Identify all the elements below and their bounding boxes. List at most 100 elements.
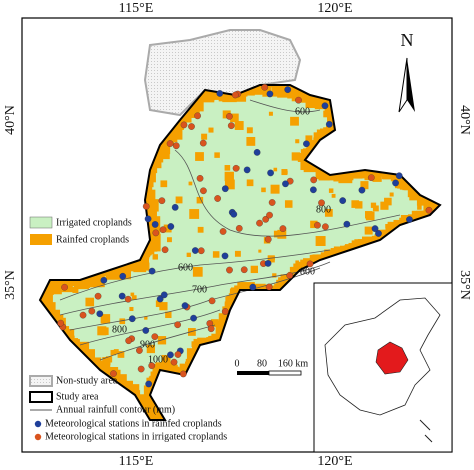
rainfed-patch <box>186 252 191 257</box>
station <box>221 185 229 193</box>
rainfed-patch <box>417 205 422 210</box>
scale-bar <box>237 371 269 375</box>
station <box>194 112 201 120</box>
station <box>207 325 215 333</box>
station <box>57 319 65 327</box>
rainfed-patch <box>284 200 293 208</box>
rainfed-patch <box>262 85 272 97</box>
contour-label: 600 <box>178 262 193 273</box>
rainfed-patch <box>315 236 326 246</box>
station <box>199 139 207 147</box>
north-label: N <box>401 30 414 50</box>
rainfed-patch <box>151 251 155 255</box>
station <box>306 260 314 268</box>
lon-label: 120°E <box>317 454 352 469</box>
station <box>253 149 261 156</box>
station <box>367 174 375 181</box>
contour-label: 800 <box>300 266 315 277</box>
station <box>161 246 169 254</box>
station <box>295 96 302 104</box>
non-study-area <box>143 29 302 117</box>
station <box>219 228 227 235</box>
rainfed-patch <box>258 249 262 253</box>
lat-label: 40°N <box>3 105 18 135</box>
rainfed-patch <box>261 187 266 193</box>
rainfed-patch <box>410 215 418 222</box>
stations <box>57 83 433 388</box>
station <box>148 362 156 370</box>
legend-text: Meteorological stations in irrigated cro… <box>45 431 227 442</box>
station <box>181 302 189 309</box>
contour-label: 1000 <box>148 354 168 365</box>
station <box>174 351 182 358</box>
rainfed-patch <box>270 184 280 194</box>
station <box>249 283 257 291</box>
rainfed-patch <box>364 226 373 235</box>
rainfed-patch <box>224 171 234 182</box>
station <box>152 229 160 237</box>
rainfed-patch <box>153 364 161 371</box>
rainfed-patch <box>85 297 95 307</box>
station <box>160 291 168 299</box>
rainfed-patch <box>72 286 79 293</box>
station <box>266 90 274 98</box>
station <box>118 292 126 300</box>
rainfed-patch <box>331 193 336 198</box>
legend-text: Meteorological stations in rainfed cropl… <box>45 418 222 429</box>
station <box>216 90 224 97</box>
station <box>286 272 294 279</box>
station <box>226 113 233 120</box>
scale-label: 80 <box>257 358 267 369</box>
rainfed-patch <box>103 369 109 374</box>
station <box>232 164 240 172</box>
rainfed-patch <box>196 196 204 204</box>
contour-label: 900 <box>140 339 155 350</box>
station <box>156 295 164 303</box>
rainfed-patch <box>389 192 394 197</box>
rainfed-patch <box>193 93 204 112</box>
rainfed-patch <box>324 208 333 217</box>
station <box>310 186 317 194</box>
station <box>303 140 310 148</box>
rainfed-patch <box>224 165 231 171</box>
station <box>119 272 127 280</box>
station <box>179 370 187 378</box>
station <box>314 221 321 229</box>
station <box>158 197 166 205</box>
station <box>265 283 273 291</box>
lon-label: 115°E <box>119 454 154 469</box>
rainfed-patch <box>225 296 238 306</box>
station <box>282 180 289 188</box>
rainfed-patch <box>119 318 126 325</box>
station <box>142 327 150 334</box>
contour-label: 800 <box>316 204 331 215</box>
rainfed-patch <box>187 352 196 361</box>
station <box>262 215 270 223</box>
rainfed-patch <box>191 341 198 348</box>
station <box>358 186 366 194</box>
lat-label: 35°N <box>3 270 18 300</box>
station <box>136 347 143 354</box>
rainfed-patch <box>175 196 183 204</box>
rainfed-patch <box>246 179 254 187</box>
station <box>137 365 145 373</box>
station <box>318 199 325 207</box>
rainfed-patch <box>212 251 220 258</box>
station <box>190 314 197 322</box>
station <box>79 311 87 319</box>
rainfed-patch <box>230 113 239 123</box>
station <box>200 187 207 195</box>
station <box>322 223 329 231</box>
rainfed-patch <box>60 275 70 292</box>
rainfed-patch <box>310 220 318 229</box>
rainfed-patch <box>273 167 278 172</box>
rainfed-patch <box>117 351 125 358</box>
legend-text: Annual rainfull contour (mm) <box>56 404 175 415</box>
rainfed-patch <box>102 357 111 366</box>
station <box>375 230 382 237</box>
rainfed-patch <box>372 205 379 212</box>
contour-lines <box>59 99 401 361</box>
station <box>221 252 229 260</box>
rainfed-patch <box>159 302 168 311</box>
station <box>227 122 235 130</box>
